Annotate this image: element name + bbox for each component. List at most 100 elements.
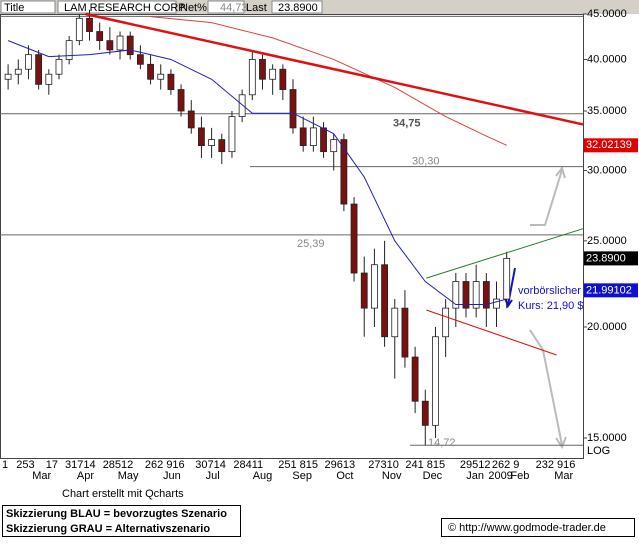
- candle-body: [248, 59, 256, 96]
- candle-body: [55, 59, 63, 75]
- header-label: Net%: [180, 2, 207, 14]
- x-tick-label: Jun: [163, 470, 181, 482]
- candle-body: [157, 73, 165, 80]
- line: [426, 228, 584, 279]
- price-label: 21.99102: [586, 284, 632, 296]
- header-label: Last: [246, 2, 267, 14]
- x-tick-label: 2009: [488, 470, 512, 482]
- header-name: LAM RESEARCH CORP: [64, 2, 186, 14]
- copyright-box: [441, 518, 635, 537]
- candle-body: [45, 73, 53, 85]
- y-tick-label: 30.0000: [587, 164, 627, 176]
- x-day-label: 29512: [460, 459, 491, 471]
- x-day-label: 31714: [65, 459, 96, 471]
- candle-body: [187, 110, 195, 129]
- candle-body: [391, 307, 399, 338]
- x-day-label: 253: [16, 459, 34, 471]
- candle-body: [198, 127, 205, 146]
- candle-body: [309, 127, 317, 146]
- candle-body: [259, 59, 266, 80]
- header-cell: [0, 0, 56, 14]
- x-tick-label: Jan: [466, 470, 484, 482]
- legend-box: [2, 505, 241, 537]
- candle-body: [452, 281, 460, 309]
- x-day-label: 251 815: [278, 459, 318, 471]
- candle-body: [238, 94, 246, 117]
- level-label: 44,73: [220, 2, 248, 14]
- candle-body: [14, 68, 22, 75]
- annotation: vorbörslicher: [518, 285, 581, 297]
- candle-body: [493, 298, 500, 309]
- candle-body: [503, 257, 511, 300]
- header-cell: [207, 0, 245, 14]
- candle-body: [411, 356, 419, 402]
- copyright: © http://www.godmode-trader.de: [448, 522, 606, 534]
- candle-body: [106, 40, 114, 51]
- candle-body: [218, 139, 226, 153]
- candle-body: [472, 281, 480, 309]
- candle-body: [86, 17, 93, 32]
- candle-body: [269, 68, 277, 80]
- candle-body: [360, 272, 368, 309]
- price-label: 23.8900: [586, 252, 626, 264]
- candle-body: [126, 35, 134, 56]
- x-tick-label: Oct: [336, 470, 353, 482]
- candle-body: [35, 54, 43, 85]
- x-day-label: 27310: [368, 459, 399, 471]
- candle-body: [65, 40, 73, 60]
- candle-body: [299, 127, 307, 146]
- candle-body: [116, 35, 124, 51]
- x-tick-label: Nov: [382, 470, 402, 482]
- x-day-label: 28512: [103, 459, 134, 471]
- x-day-label: 232 916: [536, 459, 576, 471]
- line: [150, 16, 507, 146]
- line: [426, 309, 557, 356]
- candle-body: [371, 264, 378, 309]
- candle-body: [442, 307, 450, 338]
- candle-body: [421, 400, 429, 426]
- legend-text: Skizzierung GRAU = Alternativszenario: [6, 523, 210, 535]
- header-value: 23.8900: [278, 2, 318, 14]
- candle-body: [147, 63, 154, 80]
- y-tick-label: 15.0000: [587, 432, 627, 444]
- alt-scenario-arrow: [530, 165, 566, 226]
- level-label: 25,39: [297, 238, 325, 250]
- candle-body: [279, 68, 287, 90]
- x-day-label: 262 9: [492, 459, 520, 471]
- price-box: [584, 251, 638, 266]
- plot-frame: [0, 14, 584, 459]
- y-tick-label: 25.0000: [587, 235, 627, 247]
- x-tick-label: Dec: [423, 470, 443, 482]
- candle-body: [482, 281, 490, 309]
- header-cell: [271, 0, 323, 14]
- x-tick-label: May: [118, 470, 139, 482]
- header-label: Title: [4, 2, 24, 14]
- credit: Chart erstellt mit Qcharts: [62, 488, 184, 500]
- x-tick-label: Feb: [510, 470, 529, 482]
- level-label: 30,30: [412, 156, 440, 168]
- x-tick-label: Mar: [32, 470, 51, 482]
- candle-body: [330, 139, 338, 153]
- x-tick-label: Apr: [77, 470, 94, 482]
- level-label: 14,72: [428, 437, 456, 449]
- y-tick-label: 20.0000: [587, 321, 627, 333]
- x-tick-label: Sep: [292, 470, 312, 482]
- line: [85, 12, 584, 126]
- x-day-label: 1: [2, 459, 8, 471]
- x-day-label: 29613: [325, 459, 356, 471]
- candle-body: [75, 17, 83, 42]
- legend-text: Skizzierung BLAU = bevorzugtes Szenario: [6, 508, 227, 520]
- candle-body: [136, 54, 144, 65]
- candle-body: [340, 139, 348, 205]
- candle-body: [381, 264, 388, 338]
- line: [7, 40, 507, 305]
- y-tick-label: 35.0000: [587, 105, 627, 117]
- candle-body: [350, 203, 358, 274]
- candle-body: [4, 73, 12, 80]
- header-cell: [57, 0, 177, 14]
- candle-body: [320, 127, 327, 153]
- candle-body: [289, 89, 297, 129]
- price-label: 32.02139: [586, 139, 632, 151]
